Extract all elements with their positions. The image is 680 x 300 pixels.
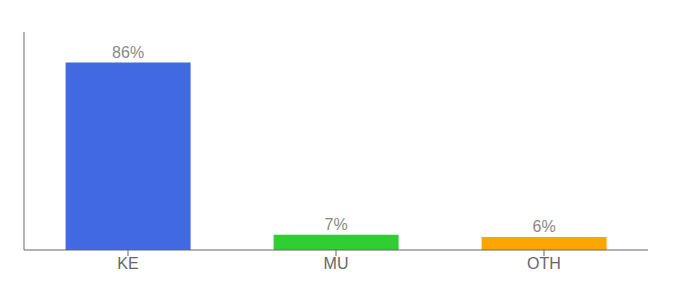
svg-text:86%: 86% — [112, 44, 144, 61]
svg-text:MU: MU — [324, 255, 349, 272]
svg-text:OTH: OTH — [527, 255, 561, 272]
svg-text:6%: 6% — [533, 218, 556, 235]
svg-text:KE: KE — [117, 255, 138, 272]
svg-text:7%: 7% — [325, 216, 348, 233]
